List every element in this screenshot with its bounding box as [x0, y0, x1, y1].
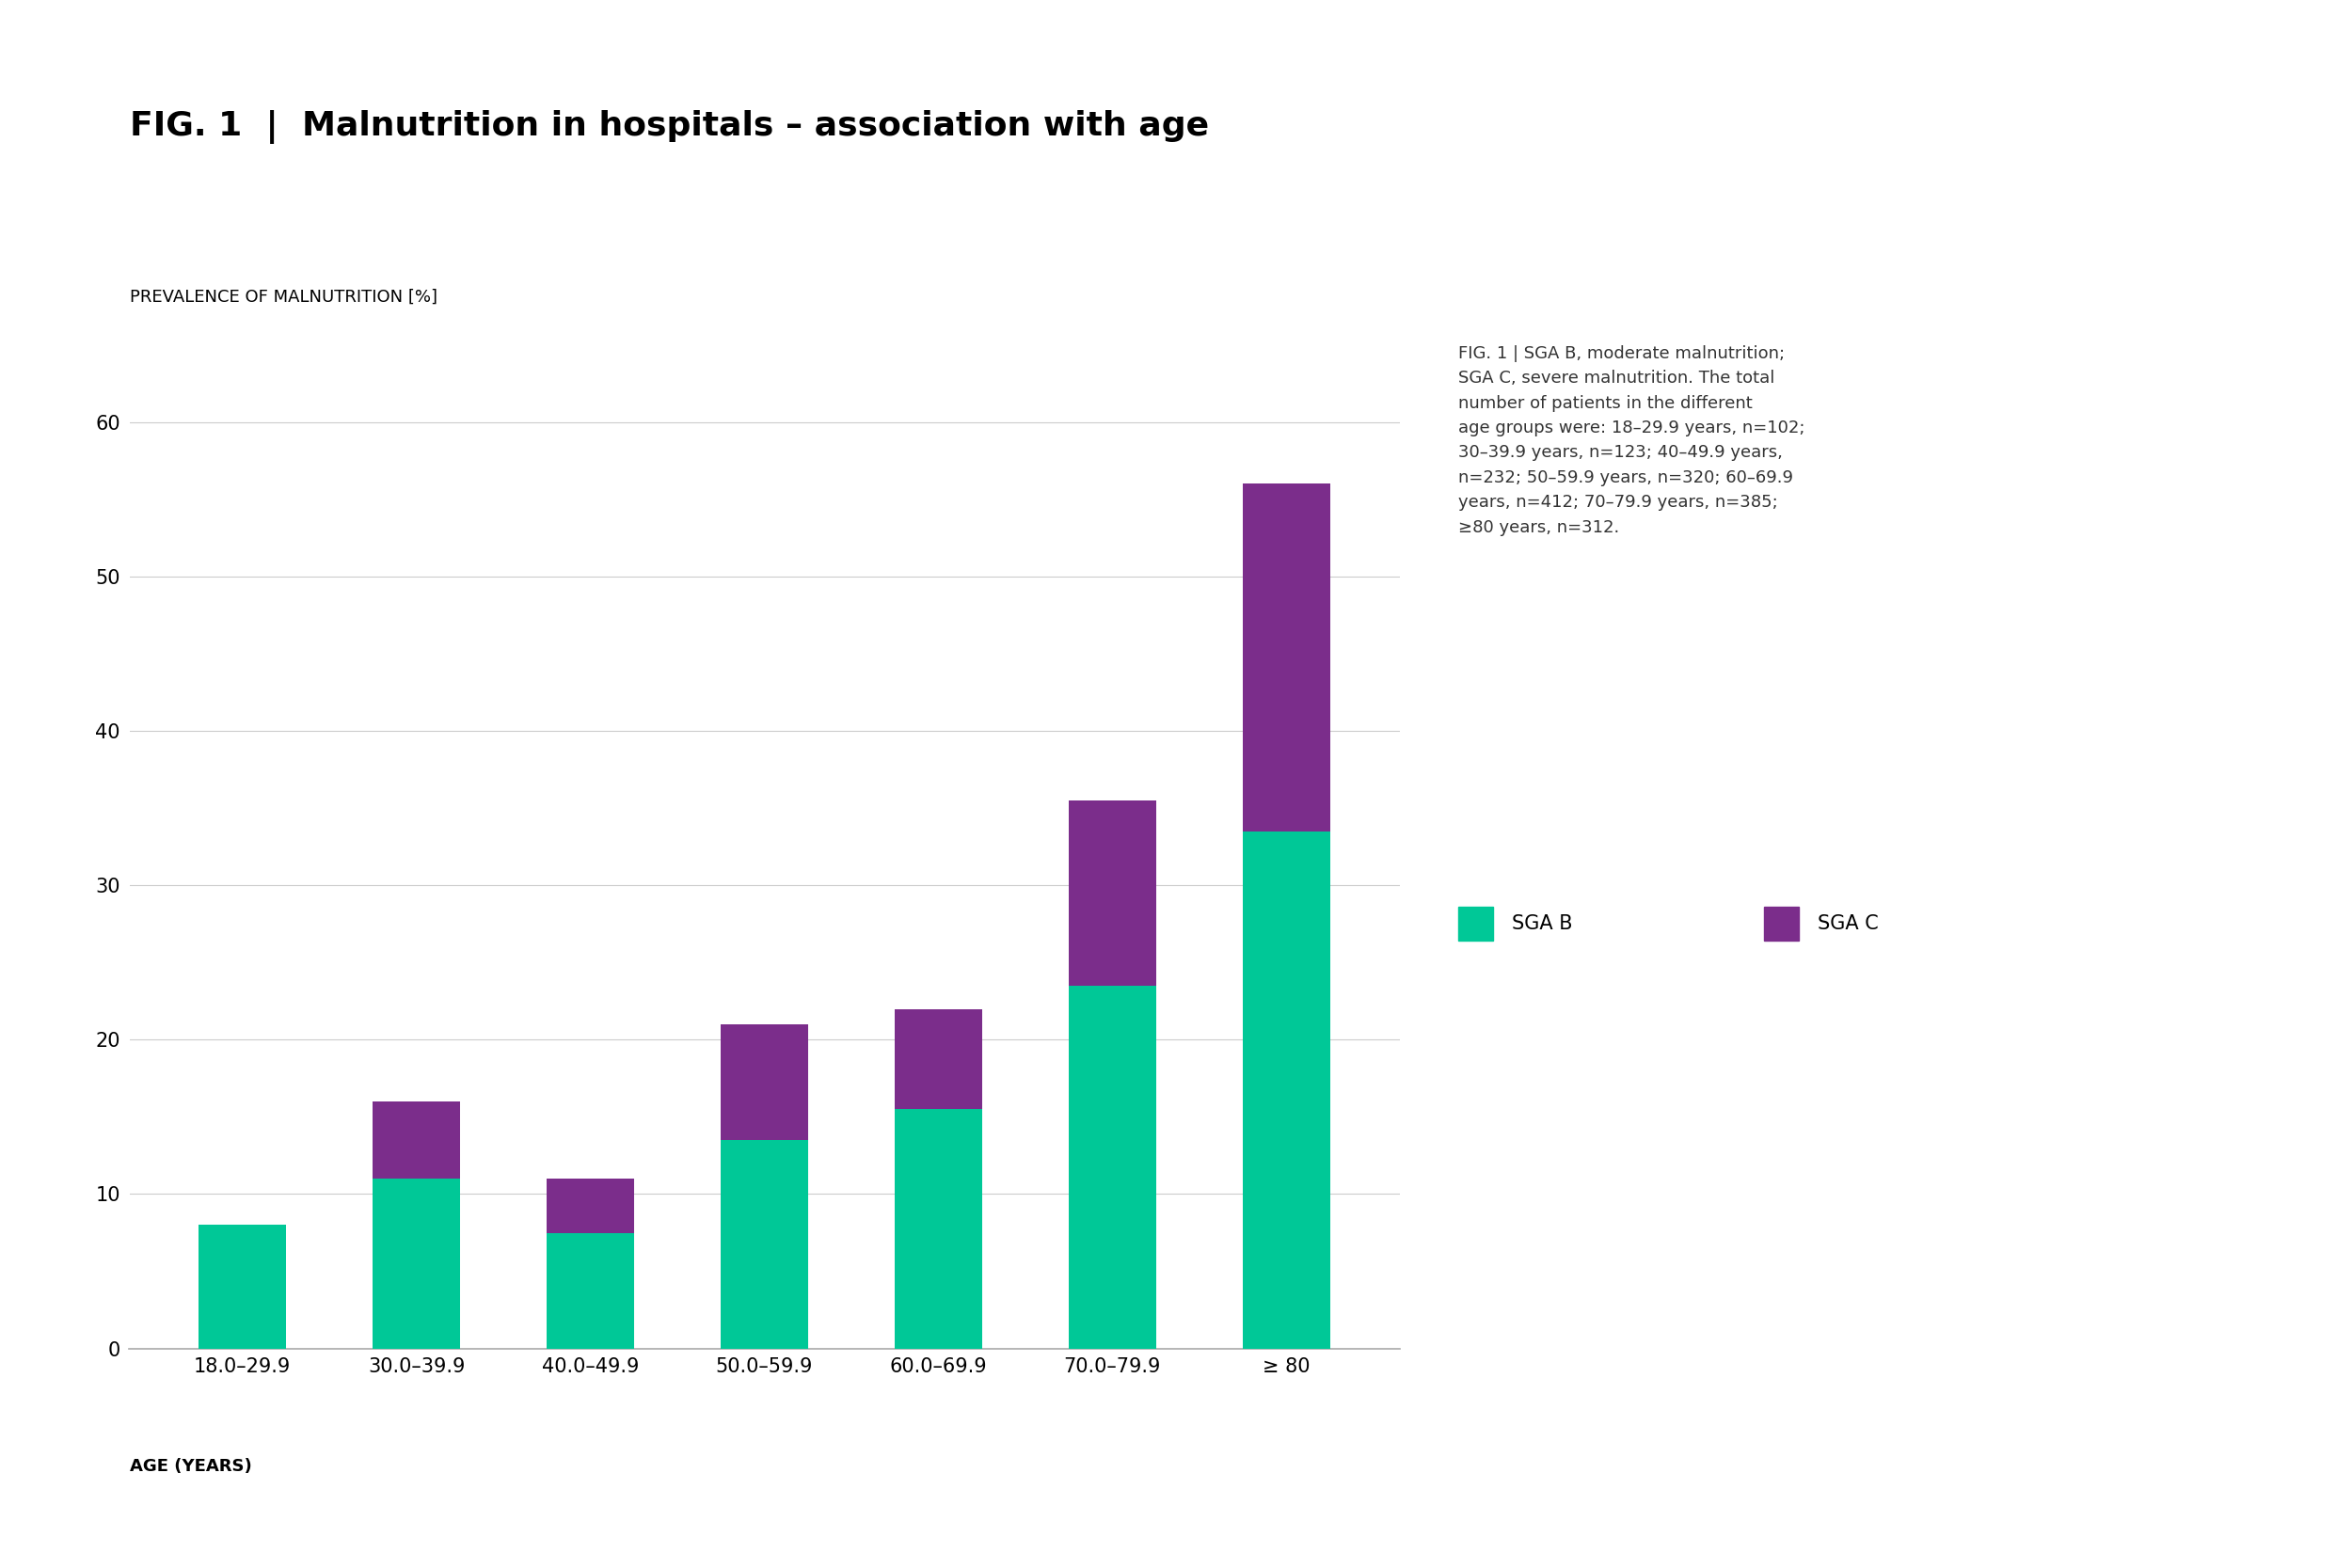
Bar	[200, 1225, 287, 1348]
Bar	[894, 1109, 981, 1348]
Text: SGA B: SGA B	[1512, 914, 1571, 933]
Text: FIG. 1  |  Malnutrition in hospitals – association with age: FIG. 1 | Malnutrition in hospitals – ass…	[129, 110, 1209, 144]
Text: AGE (YEARS): AGE (YEARS)	[129, 1458, 252, 1475]
Bar	[1242, 485, 1329, 831]
Text: FIG. 1 | SGA B, moderate malnutrition;
SGA C, severe malnutrition. The total
num: FIG. 1 | SGA B, moderate malnutrition; S…	[1458, 345, 1804, 536]
Bar	[1068, 800, 1155, 986]
Bar	[894, 1008, 981, 1109]
Text: SGA C: SGA C	[1818, 914, 1879, 933]
Bar	[1068, 986, 1155, 1348]
Bar	[722, 1140, 807, 1348]
Bar	[374, 1101, 461, 1179]
Bar	[722, 1024, 807, 1140]
Bar	[548, 1179, 635, 1232]
Bar	[548, 1232, 635, 1348]
Bar	[1242, 831, 1329, 1348]
Text: PREVALENCE OF MALNUTRITION [%]: PREVALENCE OF MALNUTRITION [%]	[129, 289, 437, 306]
Bar	[374, 1179, 461, 1348]
